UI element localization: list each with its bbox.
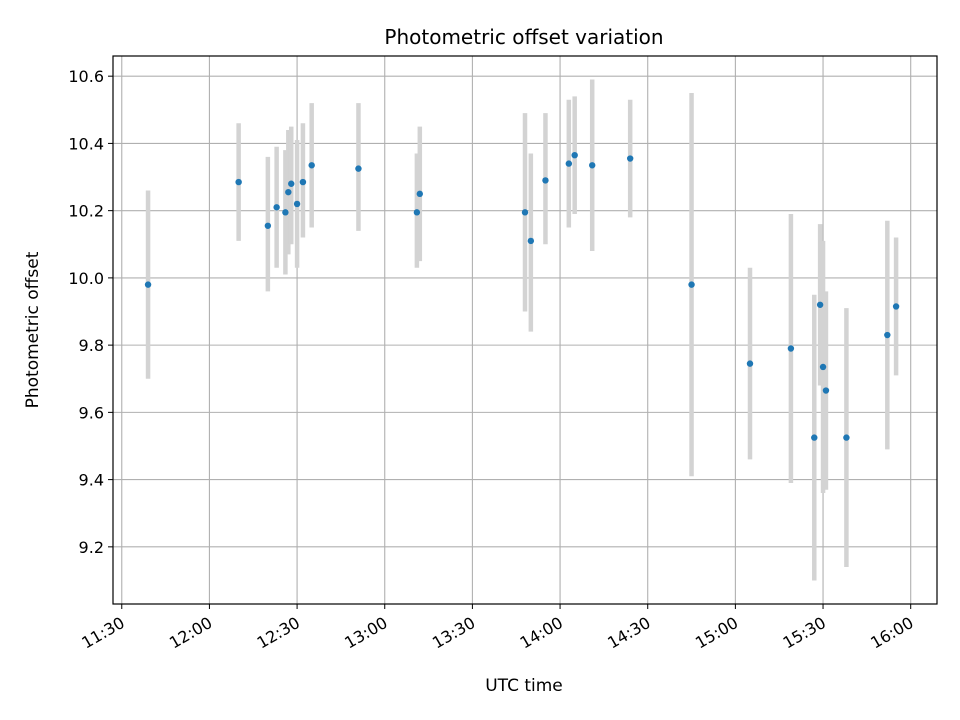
data-point bbox=[144, 281, 152, 288]
data-point bbox=[816, 301, 824, 308]
data-point bbox=[273, 204, 280, 211]
y-tick-label: 9.6 bbox=[79, 403, 104, 422]
data-point bbox=[308, 162, 315, 169]
y-axis-title: Photometric offset bbox=[23, 251, 43, 408]
data-point bbox=[542, 177, 549, 184]
x-axis-title: UTC time bbox=[485, 676, 563, 696]
data-point bbox=[688, 281, 695, 288]
data-point bbox=[571, 151, 578, 159]
data-point bbox=[626, 155, 634, 162]
data-markers bbox=[144, 151, 900, 441]
data-point bbox=[299, 178, 307, 186]
data-point bbox=[288, 180, 295, 187]
y-tick-label: 10.6 bbox=[68, 67, 104, 86]
y-tick-label: 9.8 bbox=[79, 336, 104, 355]
data-point bbox=[746, 360, 754, 367]
data-point bbox=[822, 387, 830, 394]
y-tick-label: 9.4 bbox=[79, 471, 104, 490]
data-point bbox=[416, 190, 424, 198]
data-point bbox=[589, 162, 596, 169]
y-tick-label: 10.4 bbox=[68, 134, 104, 153]
data-point bbox=[787, 345, 795, 352]
y-tick-label: 9.2 bbox=[79, 538, 104, 557]
data-point bbox=[282, 209, 289, 216]
data-point bbox=[527, 237, 535, 245]
plot-frame bbox=[112, 55, 938, 605]
data-point bbox=[843, 434, 850, 441]
data-point bbox=[892, 303, 900, 310]
data-point bbox=[884, 331, 891, 339]
data-point bbox=[264, 222, 272, 229]
data-point bbox=[413, 209, 421, 216]
data-point bbox=[355, 165, 362, 172]
data-point bbox=[285, 188, 292, 196]
data-point bbox=[565, 160, 573, 167]
y-tick-label: 10.2 bbox=[68, 202, 104, 221]
data-point bbox=[521, 209, 529, 216]
data-point bbox=[235, 178, 242, 186]
y-tick-label: 10.0 bbox=[68, 269, 104, 288]
data-point bbox=[811, 434, 818, 441]
data-point bbox=[293, 200, 301, 208]
chart-title: Photometric offset variation bbox=[384, 25, 663, 49]
data-point bbox=[819, 363, 827, 371]
